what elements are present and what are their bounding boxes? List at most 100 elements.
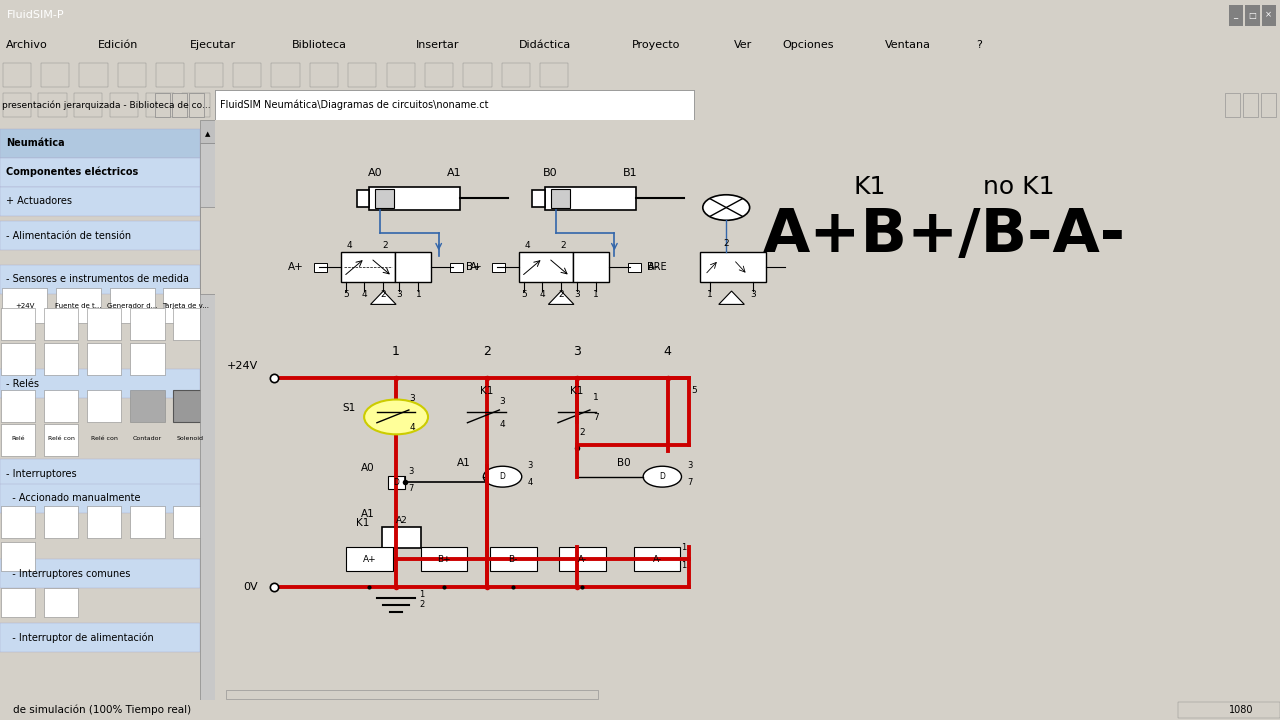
Bar (0, 559, 200, 588)
Bar (451, 263, 463, 272)
Bar (218, 93, 246, 117)
Text: A+: A+ (362, 554, 376, 564)
Polygon shape (719, 291, 745, 305)
Bar (1243, 93, 1258, 117)
Bar (44, 308, 78, 341)
Bar (3, 63, 31, 87)
Text: B-: B- (648, 262, 658, 272)
Bar (131, 343, 165, 375)
Text: 4: 4 (664, 345, 672, 358)
Bar (44, 425, 78, 456)
Text: 2: 2 (561, 240, 566, 250)
Text: 7: 7 (408, 484, 413, 493)
Text: S1: S1 (342, 403, 356, 413)
Text: A-: A- (470, 262, 480, 272)
Bar (189, 93, 205, 117)
Bar (634, 547, 681, 571)
Text: 1: 1 (420, 590, 425, 599)
Text: Proyecto: Proyecto (632, 40, 680, 50)
Text: ?: ? (977, 40, 982, 50)
Text: K1: K1 (356, 518, 370, 528)
Bar (74, 93, 102, 117)
Circle shape (643, 467, 681, 487)
Circle shape (364, 400, 428, 434)
Bar (44, 505, 78, 538)
Text: Neumática: Neumática (6, 138, 65, 148)
Text: D: D (393, 478, 399, 487)
Bar (131, 505, 165, 538)
Bar (512, 94, 525, 116)
Text: K1: K1 (480, 386, 493, 396)
Bar (79, 63, 108, 87)
Bar (87, 505, 122, 538)
Bar (497, 94, 509, 116)
Bar (155, 93, 170, 117)
Text: 2: 2 (383, 240, 388, 250)
Bar (0, 459, 200, 488)
Text: Edición: Edición (99, 40, 138, 50)
Bar (1, 343, 36, 375)
Text: presentación jerarquizada - Biblioteca de co...: presentación jerarquizada - Biblioteca d… (3, 100, 211, 109)
Bar (173, 505, 207, 538)
Bar (172, 93, 187, 117)
Text: - Alimentación de tensión: - Alimentación de tensión (6, 231, 132, 241)
Text: 1080: 1080 (1229, 705, 1254, 715)
Bar (1229, 4, 1243, 25)
Text: - Relés: - Relés (6, 379, 40, 389)
Text: D: D (499, 472, 506, 481)
Text: - Sensores e instrumentos de medida: - Sensores e instrumentos de medida (6, 274, 189, 284)
Bar (1178, 702, 1280, 718)
Bar (348, 63, 376, 87)
Text: - Interruptores: - Interruptores (6, 469, 77, 479)
Text: Generador d...: Generador d... (108, 302, 157, 309)
Bar (461, 94, 471, 116)
Text: Didáctica: Didáctica (518, 40, 571, 50)
Bar (463, 63, 492, 87)
Bar (44, 390, 78, 422)
Bar (3, 93, 31, 117)
Bar (1, 425, 36, 456)
Text: A0: A0 (361, 463, 375, 473)
Bar (38, 93, 67, 117)
Text: Archivo: Archivo (6, 40, 49, 50)
Bar (357, 189, 370, 207)
Text: 1: 1 (594, 290, 599, 299)
Text: Opciones: Opciones (782, 40, 833, 50)
Text: 1: 1 (708, 290, 713, 299)
Text: 2: 2 (723, 239, 730, 248)
Bar (492, 263, 504, 272)
Text: B0: B0 (543, 168, 558, 179)
Bar (271, 63, 300, 87)
Text: A1: A1 (447, 168, 462, 179)
Text: + Actuadores: + Actuadores (6, 196, 73, 206)
Text: 4: 4 (525, 240, 530, 250)
Bar (131, 390, 165, 422)
Bar (182, 93, 210, 117)
Text: Insertar: Insertar (416, 40, 460, 50)
Bar (1, 505, 36, 538)
Bar (477, 94, 488, 116)
Text: de simulación (100% Tiempo real): de simulación (100% Tiempo real) (13, 705, 191, 715)
Text: 2: 2 (580, 428, 585, 437)
Bar (87, 343, 122, 375)
Text: 7: 7 (687, 478, 692, 487)
Text: 1: 1 (681, 544, 686, 552)
Text: 3: 3 (527, 461, 532, 470)
Text: 3: 3 (499, 397, 506, 406)
Bar (56, 288, 101, 323)
Text: □: □ (1248, 11, 1256, 19)
Text: Relé con: Relé con (47, 436, 74, 441)
Text: _: _ (1233, 11, 1238, 19)
Text: A+: A+ (288, 262, 303, 272)
Text: Ver: Ver (735, 40, 753, 50)
Bar (1, 588, 36, 617)
Text: 1: 1 (416, 290, 421, 299)
Bar (3, 288, 47, 323)
Bar (1, 390, 36, 422)
Bar (200, 143, 215, 700)
Bar (44, 343, 78, 375)
Text: +24V: +24V (227, 361, 257, 372)
Circle shape (484, 467, 522, 487)
Text: 4: 4 (527, 478, 532, 487)
Text: K1: K1 (854, 175, 886, 199)
